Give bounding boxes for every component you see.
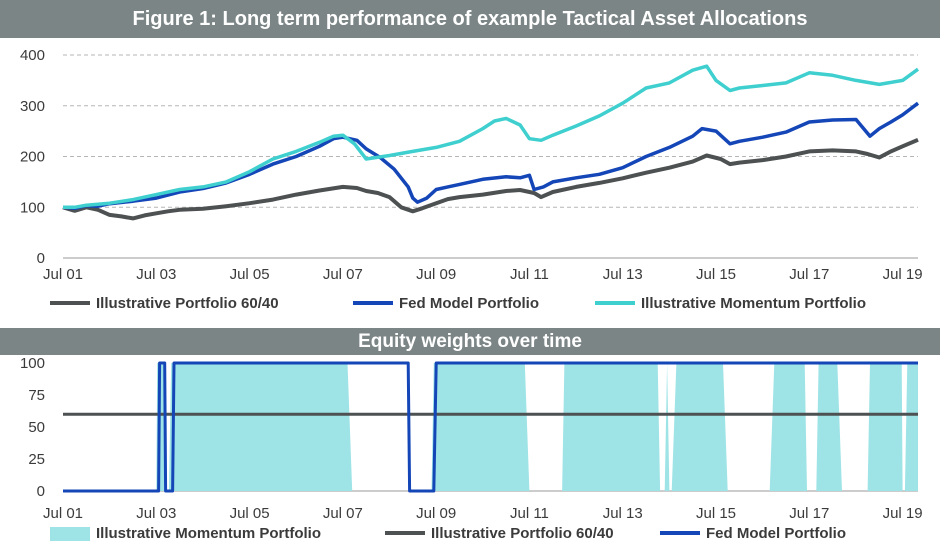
- y-tick-label: 25: [28, 451, 45, 468]
- x-tick-label: Jul 03: [136, 266, 176, 283]
- x-tick-label: Jul 11: [510, 505, 549, 522]
- y-tick-label: 100: [20, 199, 45, 216]
- x-tick-label: Jul 05: [230, 266, 270, 283]
- legend-swatch: [50, 527, 90, 541]
- line-series: [63, 361, 918, 493]
- x-tick-label: Jul 15: [696, 505, 736, 522]
- area-series: [63, 363, 918, 491]
- x-tick-label: Jul 05: [230, 505, 270, 522]
- x-tick-label: Jul 17: [789, 266, 829, 283]
- legend-label: Illustrative Momentum Portfolio: [96, 525, 321, 542]
- line-series: [63, 64, 920, 210]
- figure-title: Figure 1: Long term performance of examp…: [0, 0, 940, 38]
- x-tick-label: Jul 09: [416, 505, 456, 522]
- x-tick-label: Jul 01: [43, 266, 83, 283]
- y-tick-label: 75: [28, 387, 45, 404]
- y-tick-label: 200: [20, 149, 45, 166]
- y-tick-label: 100: [20, 355, 45, 372]
- x-tick-label: Jul 13: [603, 266, 643, 283]
- y-tick-label: 400: [20, 47, 45, 64]
- subplot-title: Equity weights over time: [0, 328, 940, 355]
- x-tick-label: Jul 01: [43, 505, 83, 522]
- x-tick-label: Jul 19: [883, 266, 923, 283]
- x-tick-label: Jul 15: [696, 266, 736, 283]
- legend-label: Fed Model Portfolio: [706, 525, 846, 542]
- y-tick-label: 50: [28, 419, 45, 436]
- y-tick-label: 0: [37, 250, 45, 267]
- x-tick-label: Jul 07: [323, 266, 363, 283]
- y-tick-label: 0: [37, 483, 45, 500]
- legend-label: Illustrative Portfolio 60/40: [96, 295, 279, 312]
- y-tick-label: 300: [20, 98, 45, 115]
- x-tick-label: Jul 07: [323, 505, 363, 522]
- legend-label: Fed Model Portfolio: [399, 295, 539, 312]
- x-tick-label: Jul 19: [883, 505, 923, 522]
- x-tick-label: Jul 17: [789, 505, 829, 522]
- x-tick-label: Jul 03: [136, 505, 176, 522]
- line-series: [62, 137, 919, 221]
- x-tick-label: Jul 09: [416, 266, 456, 283]
- x-tick-label: Jul 11: [510, 266, 549, 283]
- x-tick-label: Jul 13: [603, 505, 643, 522]
- legend-label: Illustrative Portfolio 60/40: [431, 525, 614, 542]
- legend-label: Illustrative Momentum Portfolio: [641, 295, 866, 312]
